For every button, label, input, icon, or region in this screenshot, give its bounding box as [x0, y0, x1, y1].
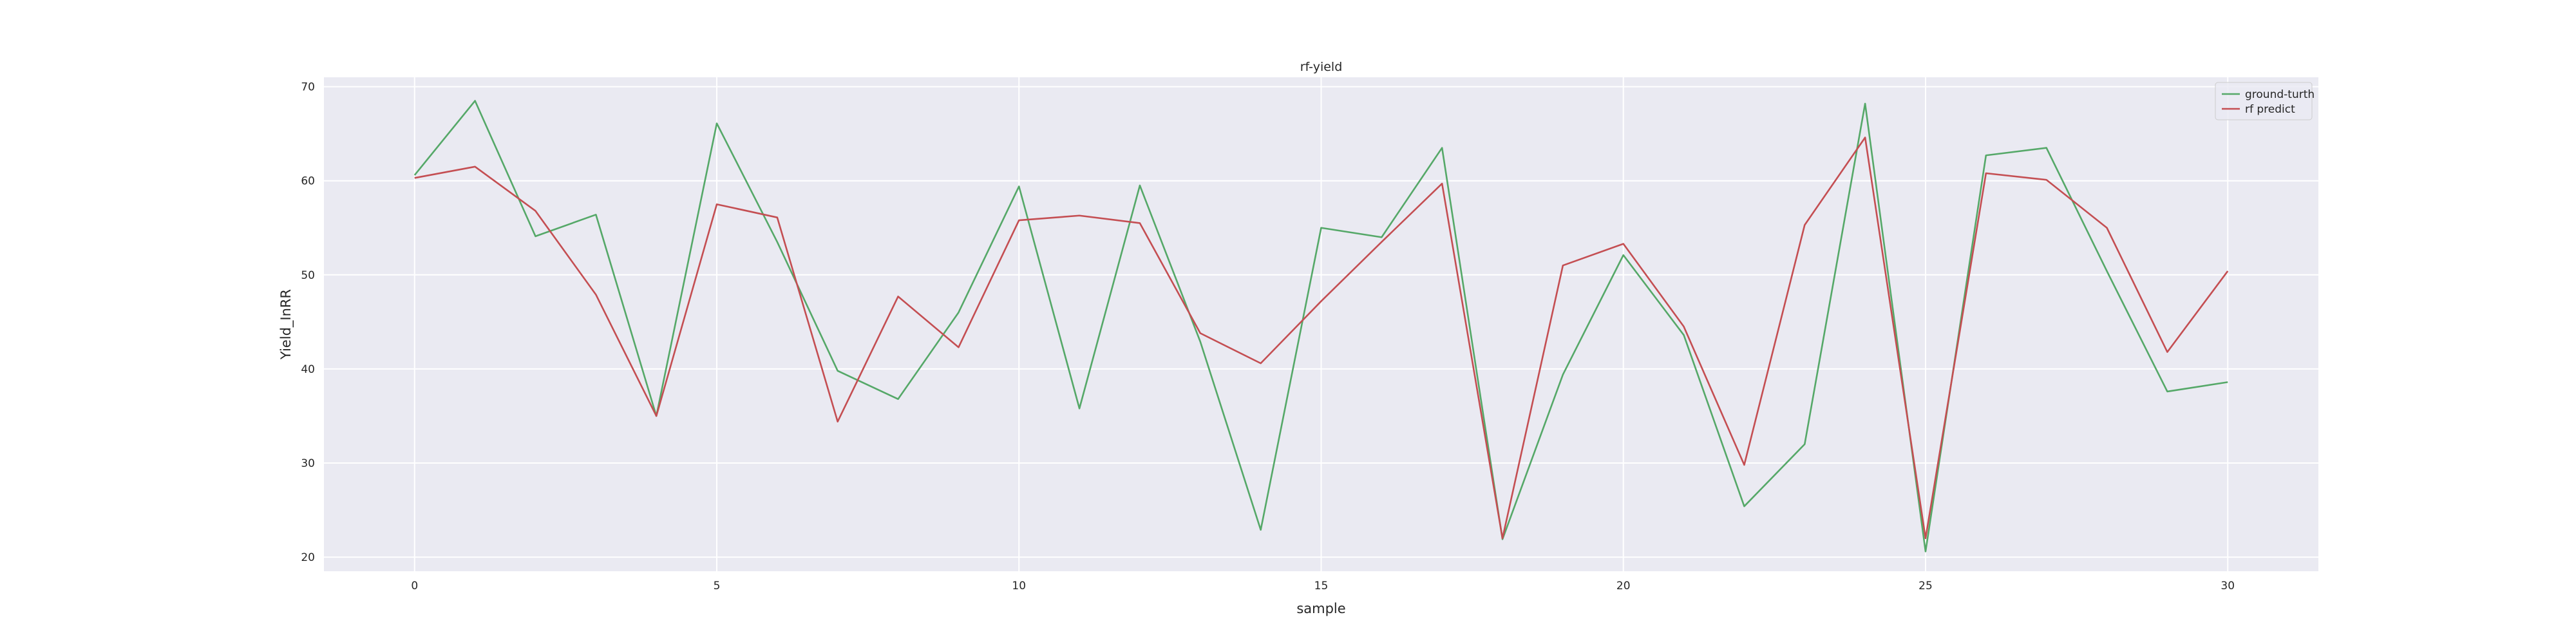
series-line-0: [413, 100, 2228, 553]
x-tick-label: 30: [2221, 580, 2235, 592]
y-tick-labels: 20 30 40 50 60 70: [301, 81, 315, 564]
series-line-1: [414, 137, 2229, 540]
legend-box: [2215, 82, 2313, 120]
y-tick-label: 60: [301, 175, 315, 188]
y-tick-label: 40: [301, 363, 315, 376]
x-tick-label: 25: [1918, 580, 1933, 592]
y-tick-label: 70: [301, 81, 315, 94]
series-lines: [413, 100, 2229, 553]
y-tick-label: 30: [301, 457, 315, 470]
x-tick-label: 15: [1314, 580, 1329, 592]
chart-title: rf-yield: [1300, 60, 1343, 74]
x-axis-label: sample: [1296, 601, 1345, 616]
y-tick-label: 20: [301, 551, 315, 564]
x-tick-label: 5: [714, 580, 721, 592]
legend-label: ground-turth: [2245, 88, 2315, 101]
legend: ground-turth rf predict: [2215, 82, 2315, 120]
y-tick-label: 50: [301, 269, 315, 282]
x-tick-label: 0: [411, 580, 418, 592]
x-tick-labels: 0 5 10 15 20 25 30: [411, 580, 2235, 592]
x-tick-label: 10: [1012, 580, 1026, 592]
x-tick-label: 20: [1616, 580, 1631, 592]
grid-lines: [324, 77, 2318, 571]
y-axis-label: Yield_InRR: [278, 289, 294, 360]
legend-label: rf predict: [2245, 103, 2295, 116]
